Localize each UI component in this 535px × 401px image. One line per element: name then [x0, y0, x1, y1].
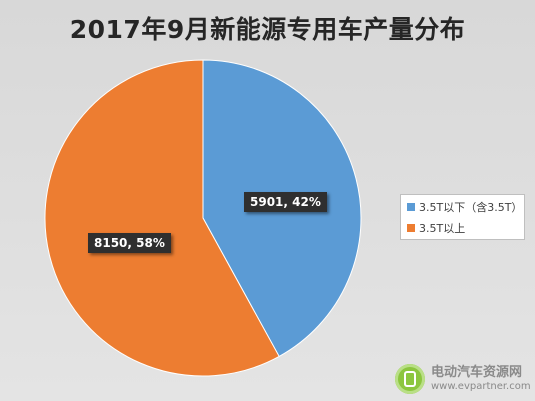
legend: 3.5T以下（含3.5T） 3.5T以上: [400, 194, 525, 240]
data-label-1: 8150, 58%: [88, 233, 171, 253]
legend-swatch-1: [407, 224, 415, 232]
legend-item-1: 3.5T以上: [401, 219, 524, 237]
legend-item-0: 3.5T以下（含3.5T）: [401, 198, 524, 216]
legend-label-0: 3.5T以下（含3.5T）: [419, 201, 523, 214]
legend-label-1: 3.5T以上: [419, 222, 466, 235]
legend-swatch-0: [407, 203, 415, 211]
chart-title: 2017年9月新能源专用车产量分布: [69, 15, 466, 44]
watermark-name: 电动汽车资源网: [431, 365, 523, 380]
watermark-url: www.evpartner.com: [431, 381, 531, 392]
data-label-0: 5901, 42%: [244, 192, 327, 212]
pie-slice-1: [44, 59, 280, 377]
evpartner-logo-icon: [395, 364, 425, 394]
watermark: 电动汽车资源网 www.evpartner.com: [395, 362, 531, 396]
